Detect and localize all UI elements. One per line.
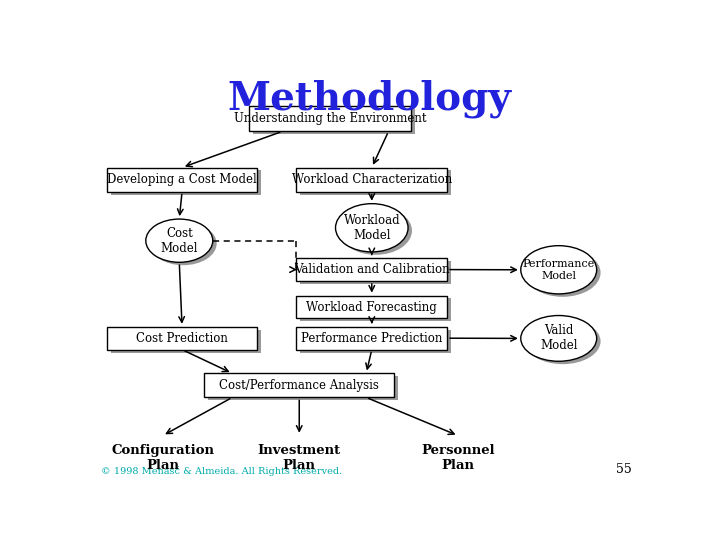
Text: 55: 55 [616, 463, 631, 476]
FancyBboxPatch shape [300, 329, 451, 353]
Ellipse shape [336, 204, 408, 252]
Text: Workload
Model: Workload Model [343, 214, 400, 242]
FancyBboxPatch shape [297, 167, 447, 192]
Text: Methodology: Methodology [227, 79, 511, 118]
FancyBboxPatch shape [107, 327, 258, 349]
Text: Cost/Performance Analysis: Cost/Performance Analysis [220, 379, 379, 392]
FancyBboxPatch shape [300, 171, 451, 194]
FancyBboxPatch shape [107, 167, 258, 192]
Text: © 1998 Menasć & Almeida. All Rights Reserved.: © 1998 Menasć & Almeida. All Rights Rese… [101, 465, 343, 476]
Text: Personnel
Plan: Personnel Plan [421, 444, 495, 472]
Text: Valid
Model: Valid Model [540, 325, 577, 353]
FancyBboxPatch shape [249, 106, 411, 131]
Text: Understanding the Environment: Understanding the Environment [234, 112, 426, 125]
Ellipse shape [525, 248, 600, 297]
Text: Validation and Calibration: Validation and Calibration [294, 263, 449, 276]
FancyBboxPatch shape [111, 171, 261, 194]
FancyBboxPatch shape [208, 376, 398, 400]
Ellipse shape [339, 207, 412, 255]
Text: Performance Prediction: Performance Prediction [301, 332, 443, 345]
Ellipse shape [145, 219, 213, 262]
FancyBboxPatch shape [253, 109, 415, 134]
Text: Cost
Model: Cost Model [161, 227, 198, 255]
Text: Performance
Model: Performance Model [523, 259, 595, 281]
Text: Workload Forecasting: Workload Forecasting [307, 300, 437, 314]
Ellipse shape [521, 246, 597, 294]
FancyBboxPatch shape [297, 327, 447, 349]
FancyBboxPatch shape [204, 373, 394, 397]
FancyBboxPatch shape [111, 329, 261, 353]
FancyBboxPatch shape [297, 258, 447, 281]
Text: Configuration
Plan: Configuration Plan [111, 444, 214, 472]
FancyBboxPatch shape [297, 295, 447, 319]
Text: Cost Prediction: Cost Prediction [136, 332, 228, 345]
Ellipse shape [150, 222, 217, 265]
FancyBboxPatch shape [300, 261, 451, 284]
Text: Investment
Plan: Investment Plan [258, 444, 341, 472]
Text: Developing a Cost Model: Developing a Cost Model [107, 173, 257, 186]
Ellipse shape [525, 319, 600, 364]
FancyBboxPatch shape [300, 299, 451, 321]
Text: Workload Characterization: Workload Characterization [292, 173, 452, 186]
Ellipse shape [521, 315, 597, 361]
